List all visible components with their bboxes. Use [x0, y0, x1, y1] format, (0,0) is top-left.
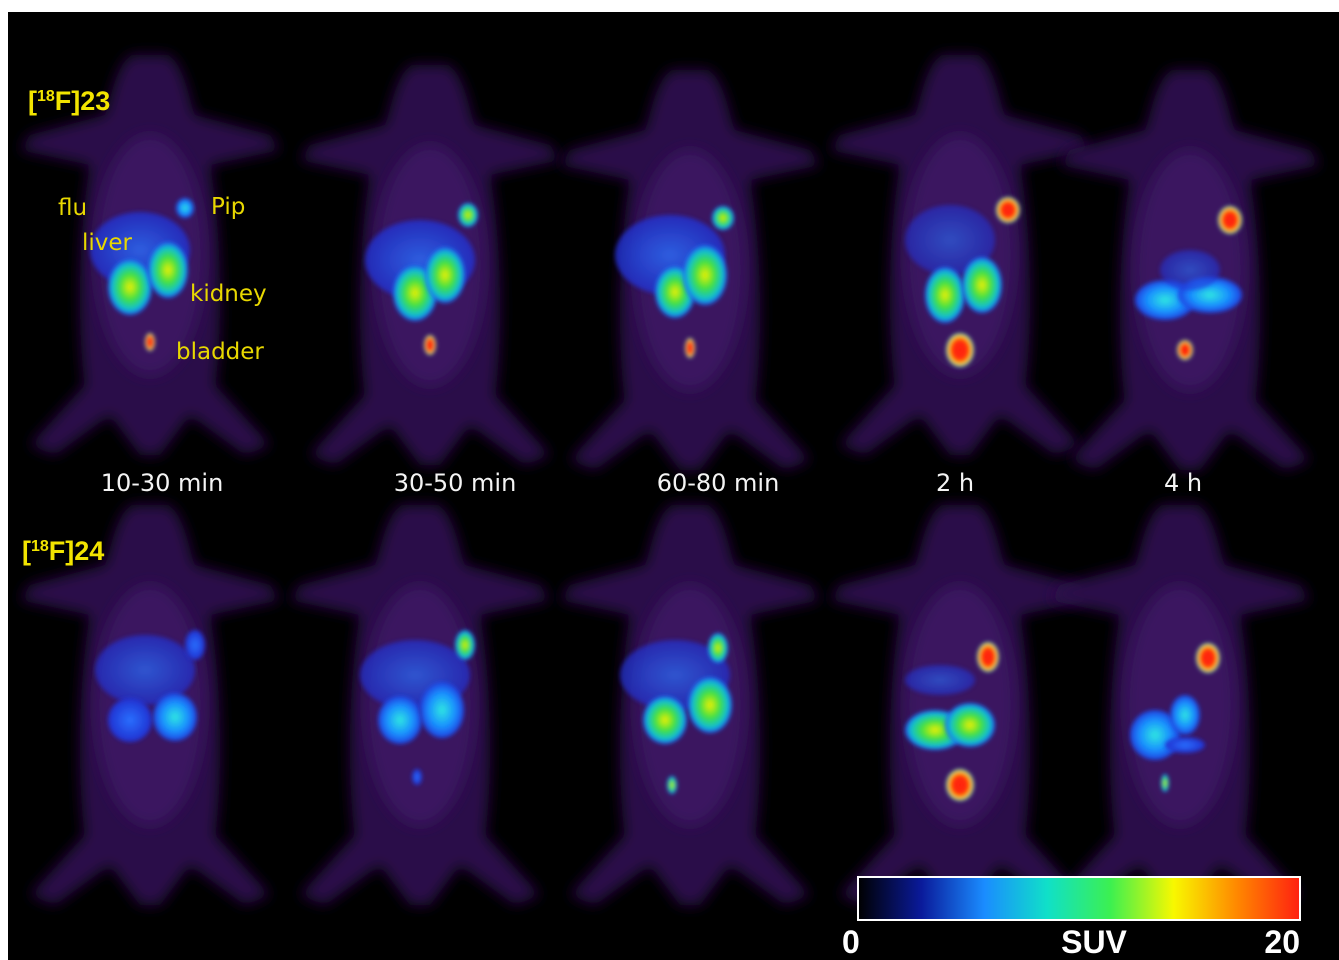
- organ-label: Pip: [211, 194, 245, 220]
- hotspot: [1160, 250, 1220, 290]
- hotspot: [1177, 340, 1193, 360]
- hotspot: [685, 338, 695, 358]
- hotspot: [1165, 737, 1205, 753]
- hotspot: [996, 197, 1020, 223]
- time-label: 60-80 min: [657, 469, 780, 497]
- hotspot: [1170, 695, 1200, 735]
- hotspot: [176, 198, 194, 218]
- organ-label: liver: [82, 230, 133, 256]
- figure: [18F]23 [18F]24 flu Pip liver kidney bla…: [0, 0, 1339, 960]
- time-label: 2 h: [936, 469, 974, 497]
- hotspot: [378, 696, 422, 744]
- hotspot: [425, 247, 465, 303]
- colorbar: [858, 877, 1300, 920]
- hotspot: [946, 769, 974, 801]
- hotspot: [424, 335, 436, 355]
- organ-label: bladder: [176, 339, 264, 365]
- hotspot: [712, 206, 734, 230]
- hotspot: [962, 257, 1002, 313]
- hotspot: [412, 769, 422, 785]
- hotspot: [145, 333, 155, 351]
- colorbar-tick-label: 20: [1264, 924, 1300, 960]
- hotspot: [108, 259, 152, 315]
- organ-label: flu: [58, 195, 87, 221]
- hotspot: [458, 203, 478, 227]
- hotspot: [108, 698, 152, 742]
- hotspot: [945, 703, 995, 747]
- time-label: 10-30 min: [101, 469, 224, 497]
- hotspot: [977, 642, 999, 672]
- hotspot: [688, 677, 732, 733]
- time-label: 4 h: [1164, 469, 1202, 497]
- time-label: 30-50 min: [394, 469, 517, 497]
- hotspot: [185, 630, 205, 660]
- colorbar-tick-label: 0: [842, 924, 860, 960]
- hotspot: [683, 245, 727, 305]
- hotspot: [946, 333, 974, 367]
- hotspot: [925, 267, 965, 323]
- hotspot: [1161, 774, 1169, 792]
- hotspot: [148, 242, 188, 298]
- hotspot: [455, 630, 475, 660]
- hotspot: [1218, 206, 1242, 234]
- colorbar-label: SUV: [1061, 924, 1127, 960]
- organ-label: kidney: [190, 281, 267, 307]
- hotspot: [667, 776, 677, 794]
- hotspot: [643, 696, 687, 744]
- hotspot: [153, 693, 197, 741]
- hotspot: [905, 665, 975, 695]
- hotspot: [420, 682, 464, 738]
- hotspot: [1196, 643, 1220, 673]
- hotspot: [708, 633, 728, 663]
